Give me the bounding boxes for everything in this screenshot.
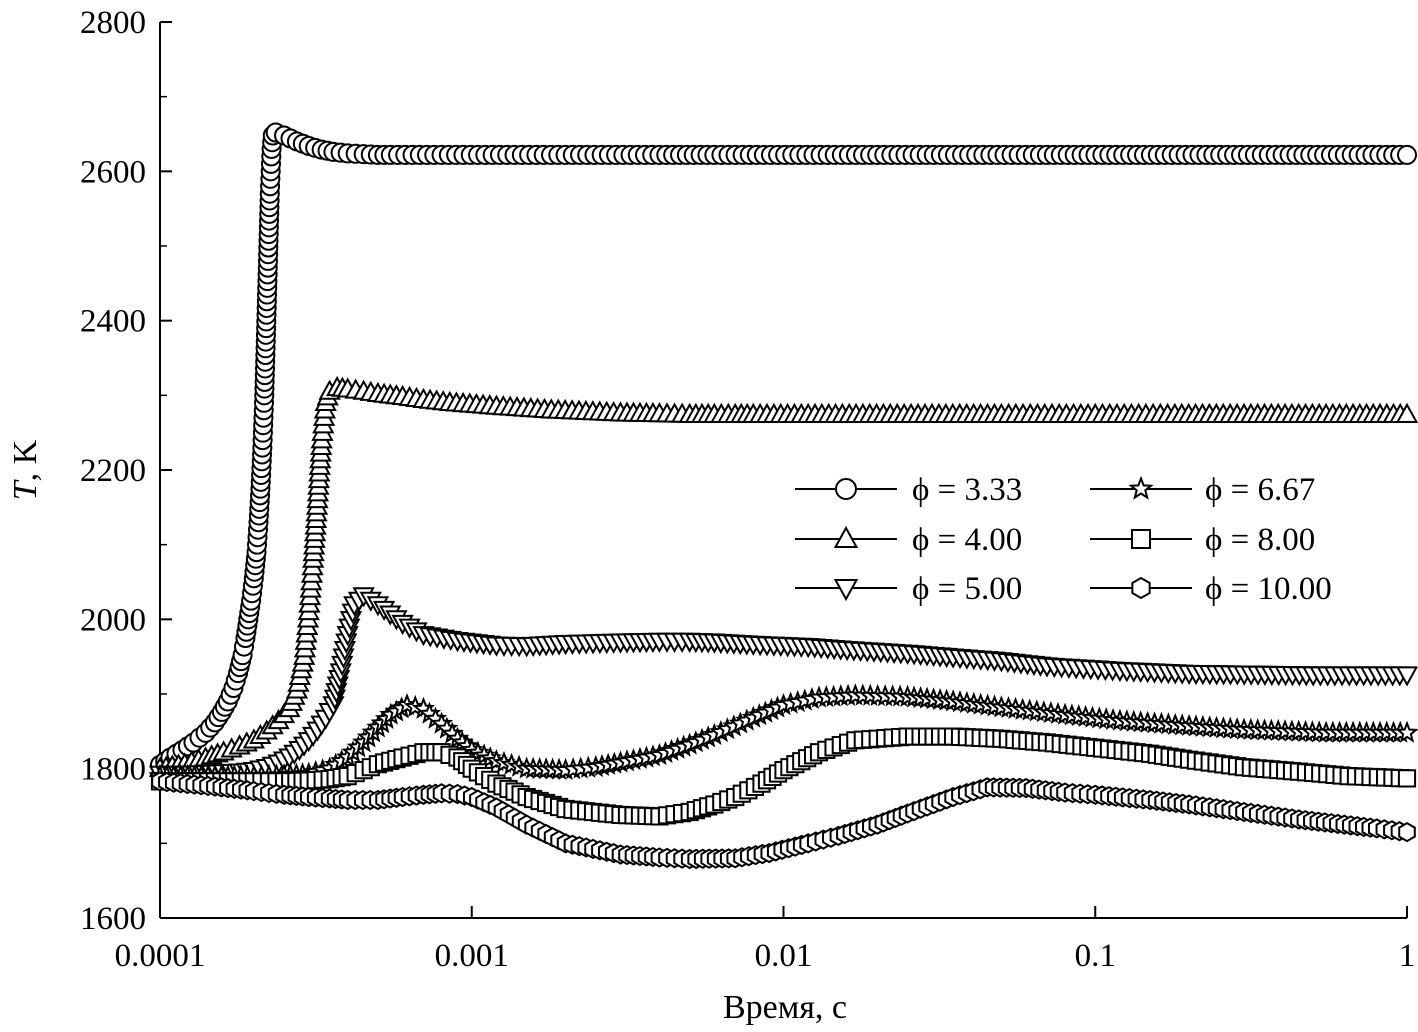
y-tick-label: 2400: [80, 304, 146, 340]
series-triangle-up: [148, 375, 1418, 777]
legend-label: ϕ = 5.00: [912, 571, 1022, 607]
legend-item: ϕ = 5.00: [795, 571, 1022, 607]
x-tick-label: 0.0001: [115, 938, 206, 974]
legend-marker: [833, 525, 859, 548]
legend-marker: [833, 579, 859, 602]
x-tick-label: 0.1: [1075, 938, 1116, 974]
series-triangle-down: [148, 587, 1418, 786]
series-circle: [150, 122, 1417, 775]
data-point: [1395, 666, 1418, 687]
legend-label: ϕ = 8.00: [1205, 522, 1315, 558]
legend-item: ϕ = 6.67: [1090, 472, 1315, 508]
y-axis-title-symbol: T: [7, 479, 44, 500]
x-tick-label: 0.01: [755, 938, 813, 974]
x-tick-label: 0.001: [435, 938, 509, 974]
legend-marker: [1131, 529, 1151, 549]
legend-marker: [1131, 576, 1151, 600]
y-tick-label: 2800: [80, 5, 146, 41]
legend-item: ϕ = 3.33: [795, 472, 1022, 508]
y-axis-title: T, K: [7, 439, 44, 500]
axes: 1600 1800 2000 2200 2400 2600 2800 0.0001 0.001 0…: [80, 5, 1415, 974]
y-tick-label: 2000: [80, 602, 146, 638]
data-point: [1395, 720, 1418, 743]
legend-item: ϕ = 10.00: [1090, 571, 1332, 607]
data-point: [1395, 402, 1418, 423]
y-tick-label: 1600: [80, 901, 146, 937]
y-axis-title-unit: , K: [7, 439, 44, 481]
x-axis-title: Время, с: [723, 989, 847, 1026]
data-point: [1397, 144, 1417, 165]
y-tick-label: 2200: [80, 453, 146, 489]
series-hexagon: [151, 771, 1416, 870]
x-tick-label: 1: [1399, 938, 1416, 974]
data-point: [1397, 769, 1417, 788]
legend-marker: [1128, 475, 1154, 500]
legend-label: ϕ = 6.67: [1205, 472, 1315, 508]
legend: ϕ = 3.33 ϕ = 4.00 ϕ = 5.00 ϕ = 6.67 ϕ = 8.00…: [795, 472, 1332, 607]
y-tick-label: 2600: [80, 154, 146, 190]
legend-label: ϕ = 10.00: [1205, 571, 1332, 607]
series-star: [148, 683, 1418, 787]
legend-item: ϕ = 4.00: [795, 522, 1022, 558]
legend-label: ϕ = 4.00: [912, 522, 1022, 558]
data-point: [1398, 821, 1416, 843]
series-layer: [148, 122, 1418, 870]
legend-marker: [835, 478, 857, 500]
legend-label: ϕ = 3.33: [912, 472, 1022, 508]
y-tick-label: 1800: [80, 752, 146, 788]
series-square: [150, 727, 1417, 826]
legend-item: ϕ = 8.00: [1090, 522, 1315, 558]
